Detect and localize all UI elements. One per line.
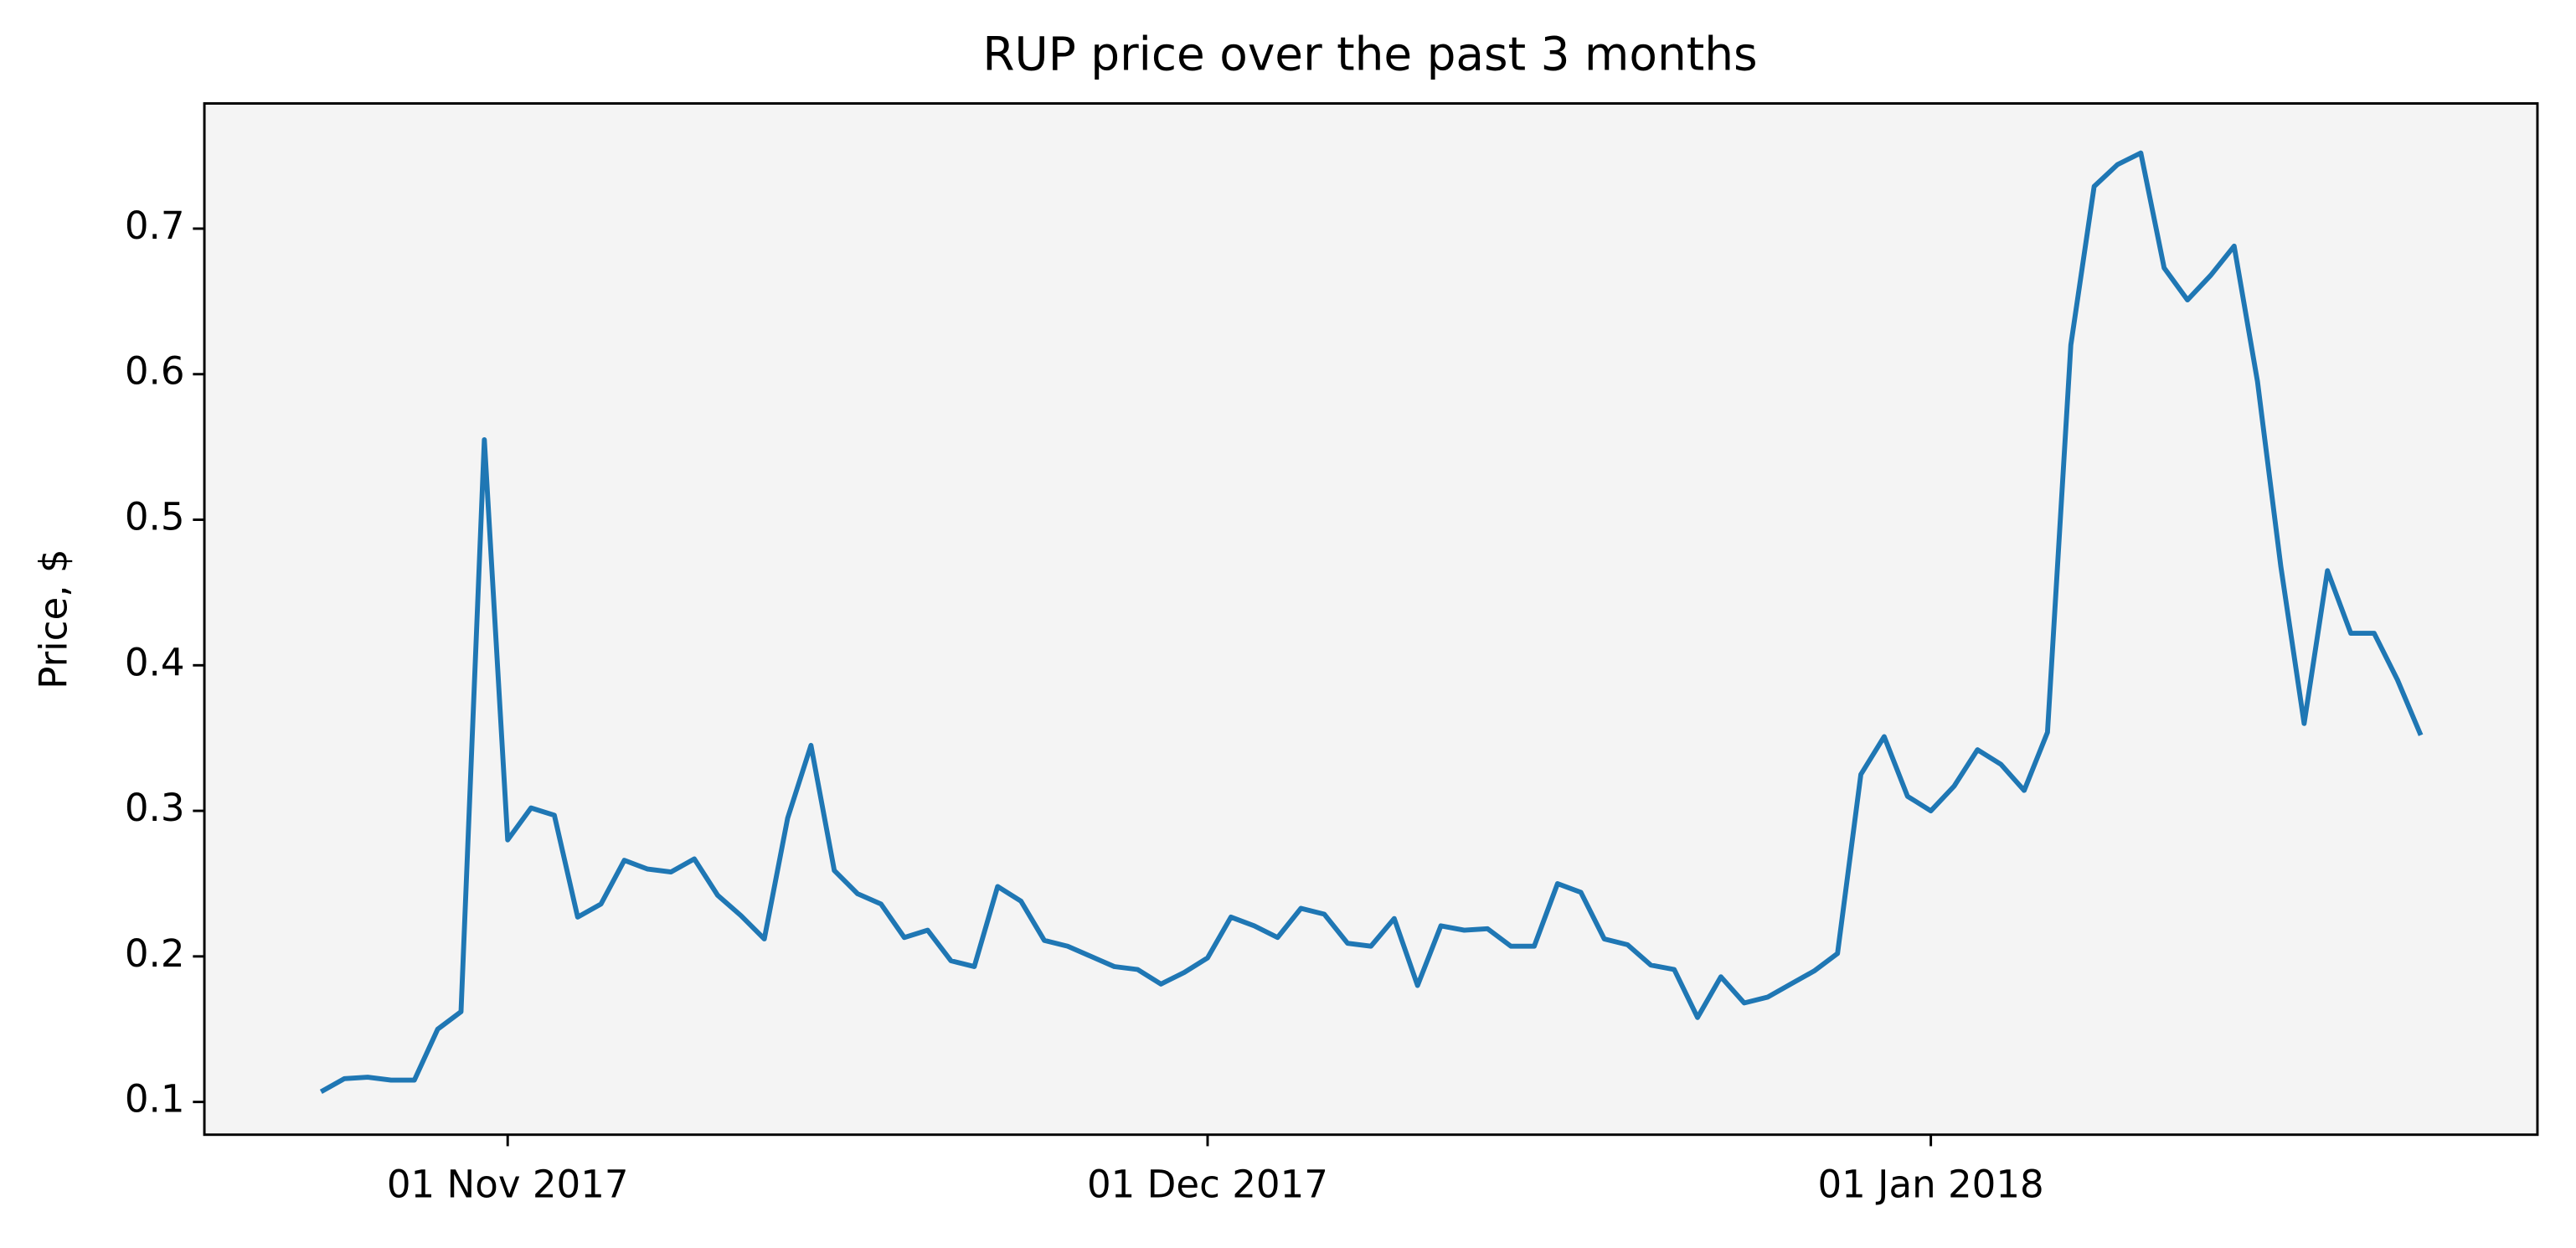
y-tick-label: 0.7 <box>125 204 185 248</box>
y-tick-label: 0.2 <box>125 931 185 976</box>
plot-frame <box>203 102 2539 1137</box>
y-axis-label: Price, $ <box>32 549 76 688</box>
plot-area <box>204 103 2537 1135</box>
y-tick-label: 0.3 <box>125 786 185 830</box>
y-tick-label: 0.5 <box>125 495 185 539</box>
x-tick-label: 01 Dec 2017 <box>1087 1162 1328 1206</box>
price-line <box>319 150 2424 1095</box>
y-tick-label: 0.6 <box>125 349 185 394</box>
y-tick-label: 0.1 <box>125 1077 185 1122</box>
x-tick-label: 01 Jan 2018 <box>1818 1162 2044 1206</box>
chart-title: RUP price over the past 3 months <box>982 28 1757 81</box>
x-tick-label: 01 Nov 2017 <box>387 1162 629 1206</box>
y-tick-label: 0.4 <box>125 640 185 684</box>
